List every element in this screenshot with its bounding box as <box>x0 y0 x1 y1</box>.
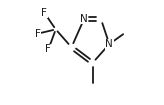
Text: F: F <box>35 29 41 39</box>
Text: N: N <box>105 39 113 49</box>
Text: N: N <box>80 14 88 24</box>
Text: F: F <box>41 8 47 18</box>
Text: F: F <box>45 44 51 54</box>
